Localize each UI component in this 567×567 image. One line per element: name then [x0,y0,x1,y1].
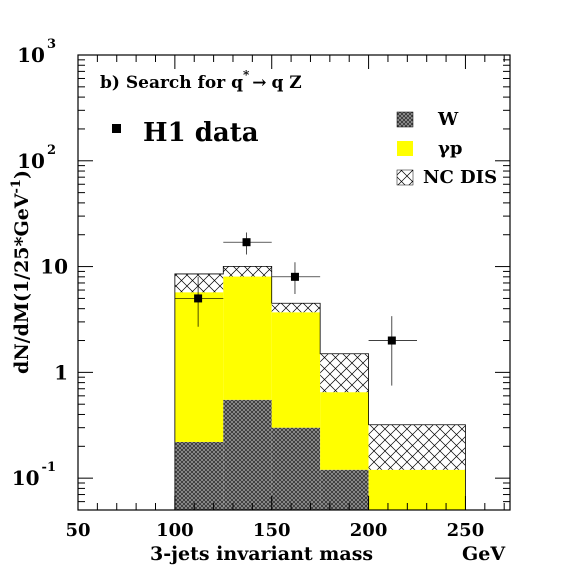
bar-p-bin-4 [368,469,466,510]
y-tick-label: 10 2 [17,143,56,173]
y-tick-label: 1 [54,360,68,384]
chart-title: b) Search for q* → q Z [100,68,302,93]
histogram-outline [174,265,466,510]
bar-ncdis-bin-4 [368,424,466,470]
legend-swatch-0 [396,111,414,128]
bar-w-bin-3 [320,469,369,510]
x-tick-label: 50 [65,520,90,541]
bar-ncdis-bin-3 [320,353,369,393]
data-marker [194,294,203,303]
data-marker [242,238,251,247]
bar-p-bin-0 [174,292,224,442]
bar-w-bin-1 [223,399,272,510]
data-marker [387,336,396,345]
y-tick-label: 10 [40,255,68,279]
data-point-0 [174,276,224,327]
data-point-1 [223,232,272,255]
bar-p-bin-3 [320,392,369,470]
y-tick-label: 10 -1 [12,460,56,490]
bar-p-bin-2 [271,312,321,428]
y-axis-label: dN/dM(1/25*GeV-1) [9,170,33,374]
x-tick-label: 200 [350,520,388,541]
data-legend: H1 data [112,118,259,148]
data-legend-marker [112,124,121,133]
data-marker [290,272,299,281]
bar-ncdis-bin-1 [223,266,272,277]
x-tick-label: 250 [447,520,485,541]
legend-label-1: γp [438,138,462,159]
legend-swatch-2 [396,169,414,186]
legend: Wγp NC DIS [396,109,497,188]
x-axis-label: 3-jets invariant mass [150,543,373,565]
x-tick-label: 100 [156,520,194,541]
bar-p-bin-1 [223,276,272,400]
stacked-histogram [174,265,466,510]
bar-w-bin-2 [271,427,321,510]
bar-ncdis-bin-2 [271,303,321,313]
y-tick-label: 10 3 [17,37,56,67]
bar-w-bin-0 [174,441,224,510]
legend-label-0: W [437,109,459,130]
data-points [174,232,418,386]
data-point-2 [271,262,321,295]
x-tick-label: 150 [253,520,291,541]
legend-label-2: NC DIS [423,167,497,188]
bar-ncdis-bin-0 [174,273,224,293]
legend-swatch-1 [397,141,413,156]
data-legend-label: H1 data [143,118,259,148]
x-axis-unit: GeV [462,543,506,565]
data-point-3 [368,316,418,386]
